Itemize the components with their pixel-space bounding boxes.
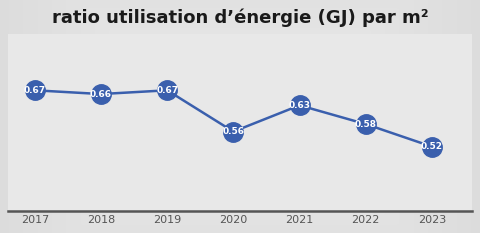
Text: 0.67: 0.67 xyxy=(24,86,46,95)
Text: 0.66: 0.66 xyxy=(90,89,112,99)
Text: 0.52: 0.52 xyxy=(421,142,443,151)
Text: 0.56: 0.56 xyxy=(222,127,244,136)
Text: 0.58: 0.58 xyxy=(355,120,377,129)
Text: 0.67: 0.67 xyxy=(156,86,178,95)
Title: ratio utilisation d’énergie (GJ) par m²: ratio utilisation d’énergie (GJ) par m² xyxy=(52,8,428,27)
Text: 0.63: 0.63 xyxy=(288,101,311,110)
